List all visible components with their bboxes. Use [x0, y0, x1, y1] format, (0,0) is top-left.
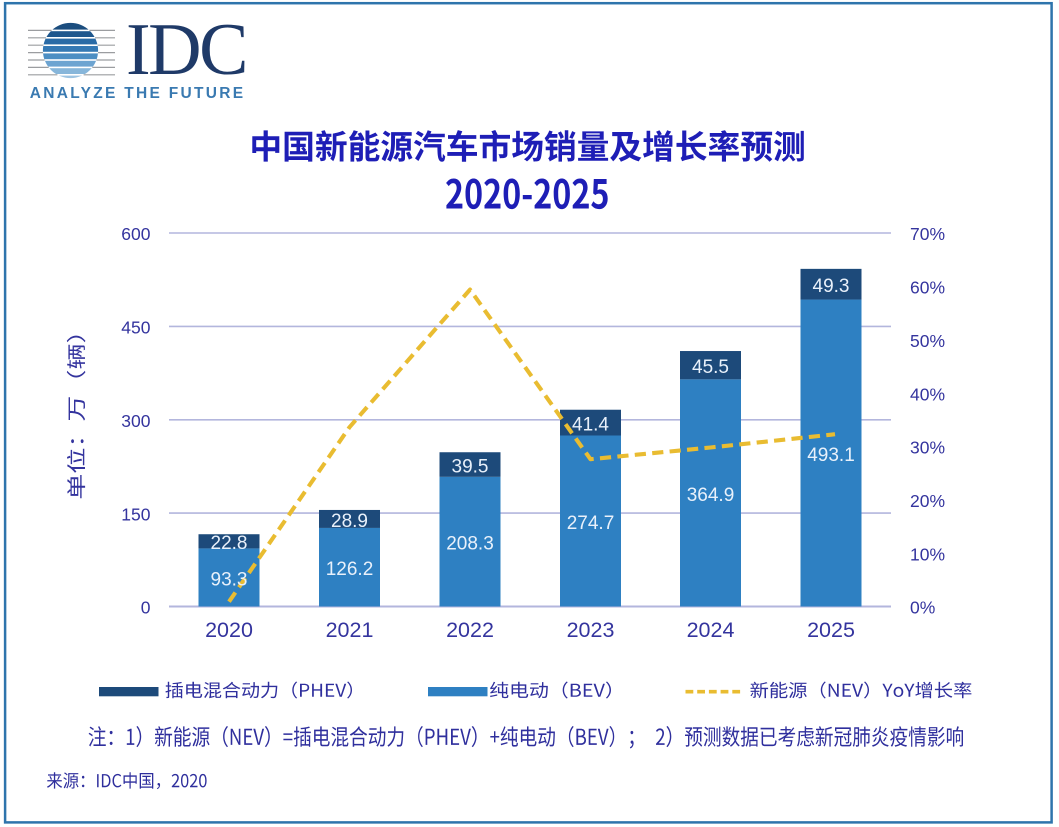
svg-text:22.8: 22.8: [211, 533, 248, 554]
svg-text:40%: 40%: [910, 384, 945, 404]
svg-text:49.3: 49.3: [813, 276, 850, 297]
svg-text:450: 450: [121, 318, 150, 338]
svg-text:30%: 30%: [910, 438, 945, 458]
svg-text:364.9: 364.9: [687, 485, 735, 506]
svg-text:28.9: 28.9: [331, 511, 368, 532]
svg-text:70%: 70%: [910, 224, 945, 244]
svg-text:50%: 50%: [910, 331, 945, 351]
svg-text:10%: 10%: [910, 544, 945, 564]
svg-text:2021: 2021: [326, 618, 374, 642]
svg-text:2024: 2024: [687, 618, 735, 642]
svg-text:150: 150: [121, 504, 150, 524]
svg-text:60%: 60%: [910, 278, 945, 298]
svg-text:493.1: 493.1: [807, 445, 855, 466]
svg-text:2020: 2020: [205, 618, 253, 642]
svg-text:45.5: 45.5: [692, 357, 729, 378]
svg-text:2025: 2025: [807, 618, 855, 642]
svg-text:20%: 20%: [910, 491, 945, 511]
svg-text:2023: 2023: [567, 618, 615, 642]
svg-text:600: 600: [121, 224, 150, 244]
svg-text:126.2: 126.2: [326, 559, 374, 580]
svg-text:2022: 2022: [446, 618, 494, 642]
svg-text:IDC: IDC: [126, 9, 246, 91]
svg-text:300: 300: [121, 411, 150, 431]
svg-text:93.3: 93.3: [211, 569, 248, 590]
svg-text:ANALYZE THE FUTURE: ANALYZE THE FUTURE: [30, 85, 246, 102]
svg-text:0%: 0%: [910, 598, 935, 618]
svg-text:39.5: 39.5: [452, 456, 489, 477]
svg-text:41.4: 41.4: [572, 415, 609, 436]
svg-text:208.3: 208.3: [446, 534, 494, 555]
svg-text:0: 0: [141, 598, 151, 618]
svg-text:274.7: 274.7: [567, 513, 615, 534]
